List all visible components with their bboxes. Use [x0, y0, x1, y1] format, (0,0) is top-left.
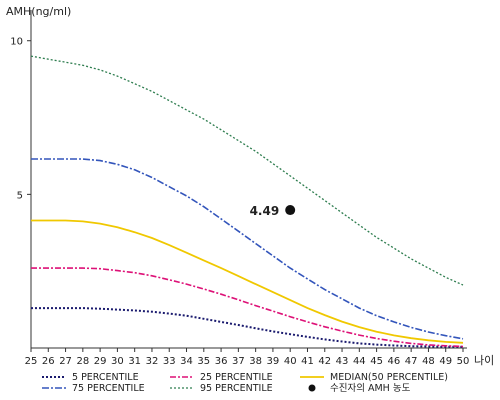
x-tick-label: 28 [76, 356, 89, 367]
patient-amh-point [285, 205, 296, 216]
y-axis-title: AMH(ng/ml) [6, 5, 71, 18]
y-tick-label: 5 [17, 190, 23, 201]
x-tick-label: 50 [457, 356, 470, 367]
patient-amh-value-label: 4.49 [250, 204, 280, 218]
x-tick-label: 46 [388, 356, 401, 367]
x-tick-label: 27 [59, 356, 72, 367]
legend-patient-marker [308, 384, 316, 392]
y-tick-label: 10 [10, 37, 23, 48]
x-tick-label: 43 [336, 356, 349, 367]
x-tick-label: 45 [370, 356, 383, 367]
x-tick-label: 41 [301, 356, 314, 367]
x-tick-label: 44 [353, 356, 366, 367]
x-ticks: 25 26 27 28 29 30 31 32 33 34 35 36 37 38 39 40 41 42 43 44… [25, 348, 470, 367]
legend-label-patient: 수진자의 AMH 농도 [330, 383, 411, 394]
x-tick-label: 34 [180, 356, 193, 367]
series-line-median-50-percentile [31, 219, 464, 344]
legend-label: 75 PERCENTILE [72, 383, 145, 394]
series-lines [30, 55, 464, 348]
x-tick-label: 29 [94, 356, 107, 367]
x-tick-label: 36 [215, 356, 228, 367]
x-tick-label: 25 [25, 356, 38, 367]
x-tick-label: 42 [318, 356, 331, 367]
x-tick-label: 47 [405, 356, 418, 367]
x-tick-label: 40 [284, 356, 297, 367]
y-ticks: 5 10 [10, 37, 31, 201]
x-tick-label: 35 [197, 356, 210, 367]
series-line-95-percentile [30, 55, 464, 286]
x-tick-label: 49 [439, 356, 452, 367]
x-tick-label: 26 [42, 356, 55, 367]
series-line-25-percentile [31, 267, 464, 348]
legend-label: 5 PERCENTILE [72, 372, 139, 383]
x-tick-label: 37 [232, 356, 245, 367]
legend: 5 PERCENTILE 25 PERCENTILE MEDIAN(50 PERCE… [42, 372, 448, 394]
x-tick-label: 32 [146, 356, 159, 367]
legend-label: 95 PERCENTILE [200, 383, 273, 394]
x-tick-label: 48 [422, 356, 435, 367]
series-line-5-percentile [31, 307, 463, 348]
x-tick-label: 33 [163, 356, 176, 367]
series-line-75-percentile [31, 158, 464, 340]
x-tick-label: 39 [267, 356, 280, 367]
x-axis-title: 나이 [474, 354, 494, 367]
x-tick-label: 30 [111, 356, 124, 367]
x-tick-label: 31 [128, 356, 141, 367]
legend-label: MEDIAN(50 PERCENTILE) [330, 372, 448, 383]
legend-label: 25 PERCENTILE [200, 372, 273, 383]
x-tick-label: 38 [249, 356, 262, 367]
